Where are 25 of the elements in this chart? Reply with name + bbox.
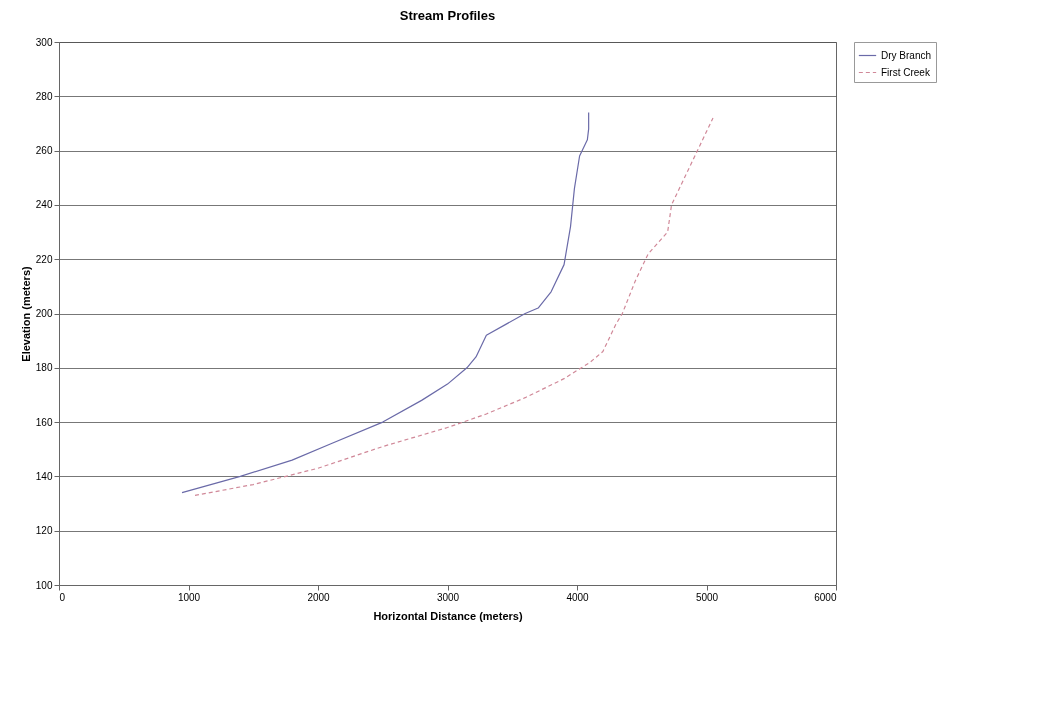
x-tick-label: 4000 — [566, 591, 590, 603]
line-series — [181, 111, 590, 494]
y-tick-label: 140 — [35, 470, 53, 482]
y-tick-label: 160 — [35, 416, 53, 428]
y-tick-label: 200 — [35, 308, 53, 319]
x-axis-title: Horizontal Distance (meters) — [373, 609, 523, 622]
y-tick-label: 300 — [35, 36, 53, 48]
x-tick-label: 1000 — [177, 591, 201, 603]
y-tick-label: 240 — [35, 199, 53, 211]
x-tick-label: 2000 — [307, 591, 331, 603]
y-tick-label: 120 — [35, 525, 53, 537]
chart-title: Stream Profiles — [399, 8, 496, 23]
x-tick-label: 6000 — [814, 591, 837, 603]
y-axis-title: Elevation (meters) — [19, 265, 32, 362]
y-tick-label: 280 — [35, 90, 53, 102]
x-tick-label: 0 — [59, 591, 66, 603]
y-tick-label: 220 — [35, 253, 53, 265]
y-tick-label: 260 — [35, 145, 53, 157]
x-tick-label: 5000 — [695, 591, 719, 603]
legend-label: First Creek — [881, 66, 931, 78]
y-tick-label: 100 — [35, 579, 53, 591]
line-series — [194, 117, 714, 497]
y-tick-label: 180 — [35, 362, 53, 374]
legend-label: Dry Branch — [881, 49, 932, 61]
x-tick-label: 3000 — [436, 591, 460, 603]
